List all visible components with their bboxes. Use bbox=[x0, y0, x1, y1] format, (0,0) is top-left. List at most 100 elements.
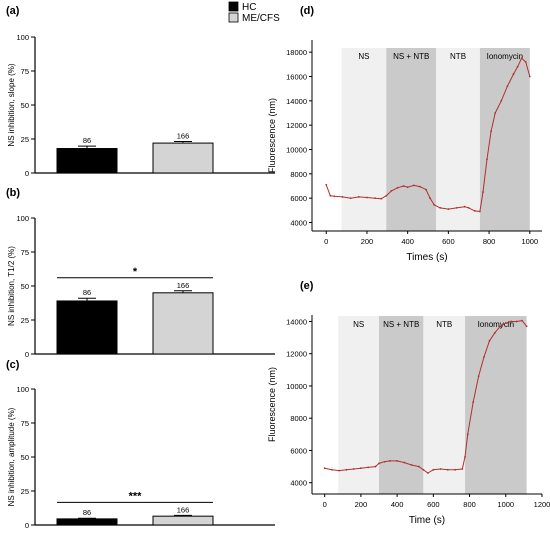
trace-point bbox=[383, 460, 386, 463]
trace-point bbox=[454, 468, 456, 471]
phase-label: Ionomycin bbox=[478, 320, 514, 329]
trace-point bbox=[429, 197, 431, 200]
trace-point bbox=[510, 320, 513, 323]
x-tick-label: 800 bbox=[483, 237, 496, 246]
trace-point bbox=[516, 65, 519, 68]
trace-point bbox=[494, 331, 496, 334]
trace-point bbox=[486, 158, 488, 161]
data-label: 86 bbox=[83, 508, 91, 517]
trace-point bbox=[333, 195, 336, 198]
trace-point bbox=[525, 325, 528, 328]
x-tick-label: 1200 bbox=[534, 500, 550, 509]
bar-panel-1: (b) 0 25 50 75 100 NS inhibition, T1/2 (%) 86 16… bbox=[6, 187, 275, 359]
y-axis-label: Fluorescence (nm) bbox=[267, 367, 277, 442]
phase-label: NTB bbox=[436, 320, 452, 329]
trace-point bbox=[331, 468, 333, 471]
trace-point bbox=[380, 197, 383, 200]
y-tick-label: 100 bbox=[16, 33, 29, 42]
legend-label-hc: HC bbox=[242, 2, 256, 13]
x-tick-label: 600 bbox=[442, 237, 455, 246]
phase-band bbox=[465, 316, 527, 494]
trace-point bbox=[349, 197, 352, 200]
phase-band bbox=[379, 316, 424, 494]
trace-point bbox=[367, 466, 370, 469]
trace-point bbox=[325, 183, 328, 186]
panels: (a) 0 25 50 75 100 NS inhibition, slope (%) 86 1… bbox=[6, 5, 550, 530]
y-tick-label: 75 bbox=[21, 248, 29, 257]
trace-point bbox=[352, 468, 355, 470]
y-tick-label: 50 bbox=[21, 101, 29, 110]
y-tick-label: 8000 bbox=[290, 170, 307, 179]
significance-marker: * bbox=[133, 266, 138, 278]
line-panel-3: (d)NS NS + NTB NTB Ionomycin400060008000100… bbox=[267, 5, 542, 263]
trace-point bbox=[515, 320, 518, 323]
panel-tag: (c) bbox=[6, 359, 20, 371]
panel-tag: (d) bbox=[300, 5, 314, 17]
significance-marker: *** bbox=[129, 490, 143, 502]
x-tick-label: 600 bbox=[427, 500, 440, 509]
trace-point bbox=[524, 60, 527, 63]
trace-point bbox=[512, 73, 515, 75]
legend-swatch-mecfs bbox=[228, 12, 239, 23]
y-tick-label: 16000 bbox=[286, 72, 307, 81]
trace-point bbox=[447, 208, 450, 211]
trace-point bbox=[403, 461, 406, 464]
y-tick-label: 4000 bbox=[290, 218, 307, 227]
data-label: 86 bbox=[83, 288, 91, 297]
y-tick-label: 12000 bbox=[286, 350, 307, 359]
x-tick-label: 400 bbox=[391, 500, 404, 509]
trace-point bbox=[479, 210, 481, 213]
trace-point bbox=[402, 185, 405, 187]
y-tick-label: 50 bbox=[21, 282, 29, 291]
trace-point bbox=[455, 206, 458, 209]
trace-point bbox=[357, 196, 360, 198]
phase-band bbox=[479, 48, 530, 231]
phase-label: NTB bbox=[450, 52, 466, 61]
bar-mecfs bbox=[152, 142, 214, 174]
y-tick-label: 75 bbox=[21, 419, 29, 428]
x-tick-label: 200 bbox=[361, 237, 374, 246]
trace-point bbox=[323, 467, 326, 470]
trace-point bbox=[483, 356, 485, 358]
x-tick-label: 1000 bbox=[521, 237, 538, 246]
trace-point bbox=[463, 205, 466, 208]
y-tick-label: 12000 bbox=[286, 121, 307, 130]
y-tick-label: 25 bbox=[21, 487, 29, 496]
trace-point bbox=[477, 375, 480, 378]
phase-label: NS bbox=[353, 320, 364, 329]
y-tick-label: 0 bbox=[25, 169, 29, 178]
x-axis-label: Times (s) bbox=[406, 252, 447, 263]
y-tick-label: 14000 bbox=[286, 97, 307, 106]
trace-point bbox=[410, 464, 413, 466]
trace-point bbox=[425, 188, 427, 191]
trace-point bbox=[432, 468, 435, 471]
trace-point bbox=[345, 468, 348, 471]
trace-point bbox=[466, 433, 469, 436]
trace-point bbox=[506, 85, 509, 88]
bar-hc bbox=[56, 518, 118, 526]
bar-hc bbox=[56, 300, 118, 355]
data-label: 86 bbox=[83, 136, 91, 145]
phase-band bbox=[338, 316, 380, 494]
trace-point bbox=[504, 322, 507, 324]
y-tick-label: 14000 bbox=[286, 317, 307, 326]
y-tick-label: 25 bbox=[21, 316, 29, 325]
bar-panel-2: (c) 0 25 50 75 100 NS inhibition, amplitude (%… bbox=[6, 359, 275, 530]
trace-point bbox=[406, 186, 409, 189]
y-tick-label: 0 bbox=[25, 350, 29, 359]
trace-point bbox=[396, 186, 399, 189]
trace-point bbox=[427, 472, 429, 474]
trace-point bbox=[467, 206, 470, 209]
trace-point bbox=[464, 456, 466, 458]
bar-mecfs bbox=[152, 292, 214, 355]
x-tick-label: 200 bbox=[355, 500, 368, 509]
phase-band bbox=[341, 48, 387, 231]
phase-band bbox=[436, 48, 480, 231]
phase-band bbox=[386, 48, 437, 231]
y-axis-label: NS inhibition, amplitude (%) bbox=[7, 407, 16, 506]
trace-point bbox=[417, 465, 420, 468]
trace-point bbox=[520, 57, 523, 60]
panel-tag: (b) bbox=[6, 187, 20, 199]
trace-point bbox=[374, 465, 377, 468]
trace-point bbox=[494, 112, 497, 114]
